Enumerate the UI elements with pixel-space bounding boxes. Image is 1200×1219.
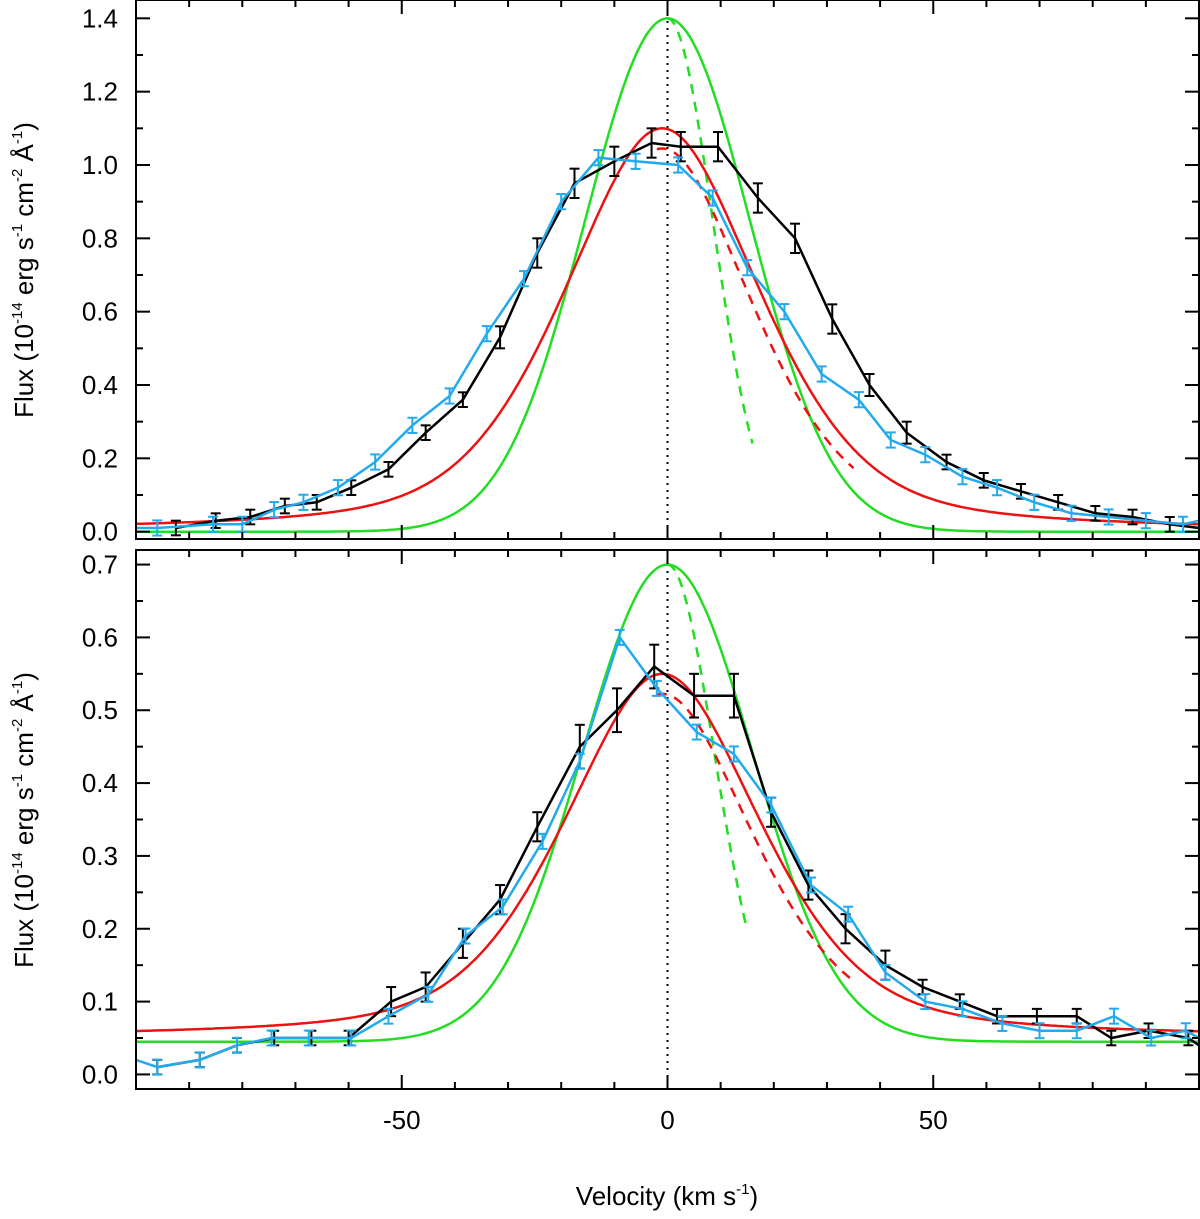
bottom-y-tick-label: 0.4 (82, 768, 118, 798)
bottom-x-tick-label: -50 (383, 1105, 421, 1135)
bottom-red-dashed-line (656, 692, 855, 982)
bottom-black-series-line (157, 664, 1200, 1069)
top-y-tick-label: 0.0 (82, 517, 118, 547)
bottom-plot-area (135, 550, 1200, 1089)
top-panel: 0.0 0.2 0.4 0.6 0.8 1.0 1.2 1.4 Flux (10-14 erg… (9, 0, 1200, 547)
bottom-y-tick-label: 0.2 (82, 914, 118, 944)
bottom-y-tick-label: 0.7 (82, 550, 118, 580)
top-plot-frame (135, 0, 1200, 540)
top-y-tick-label: 1.0 (82, 150, 118, 180)
top-red-model-line (135, 127, 1200, 526)
top-black-series-line (175, 141, 1200, 530)
top-y-tick-label: 0.4 (82, 370, 118, 400)
top-y-tick-label: 1.4 (82, 3, 118, 33)
bottom-panel: 0.0 0.1 0.2 0.3 0.4 0.5 0.6 0.7 -50 0 50 Flux (10-… (9, 549, 1200, 1135)
bottom-red-model-line (136, 672, 1200, 1033)
bottom-x-tick-label: 0 (660, 1105, 674, 1135)
bottom-blue-series-line (135, 634, 1200, 1069)
top-plot-area (135, 0, 1200, 539)
bottom-y-tick-label: 0.6 (82, 622, 118, 652)
bottom-y-tick-label: 0.5 (82, 695, 118, 725)
bottom-y-tick-label: 0.0 (82, 1059, 118, 1089)
bottom-y-tick-label: 0.1 (82, 987, 118, 1017)
x-axis-title: Velocity (km s-1) (576, 1181, 758, 1211)
top-y-tick-label: 1.2 (82, 77, 118, 107)
bottom-axes: 0.0 0.1 0.2 0.3 0.4 0.5 0.6 0.7 -50 0 50 (82, 550, 1199, 1135)
top-y-axis-title: Flux (10-14 erg s-1 cm-2 Å-1) (9, 122, 39, 418)
bottom-green-dashed-line (667, 563, 749, 931)
bottom-y-axis-title: Flux (10-14 erg s-1 cm-2 Å-1) (9, 672, 39, 968)
top-y-tick-label: 0.6 (82, 297, 118, 327)
top-y-tick-label: 0.8 (82, 223, 118, 253)
top-axes: 0.0 0.2 0.4 0.6 0.8 1.0 1.2 1.4 (82, 0, 1199, 547)
bottom-x-tick-label: 50 (919, 1105, 948, 1135)
bottom-y-tick-label: 0.3 (82, 841, 118, 871)
top-red-dashed-line (656, 147, 855, 470)
top-y-tick-label: 0.2 (82, 443, 118, 473)
top-blue-series-line (136, 156, 1200, 530)
